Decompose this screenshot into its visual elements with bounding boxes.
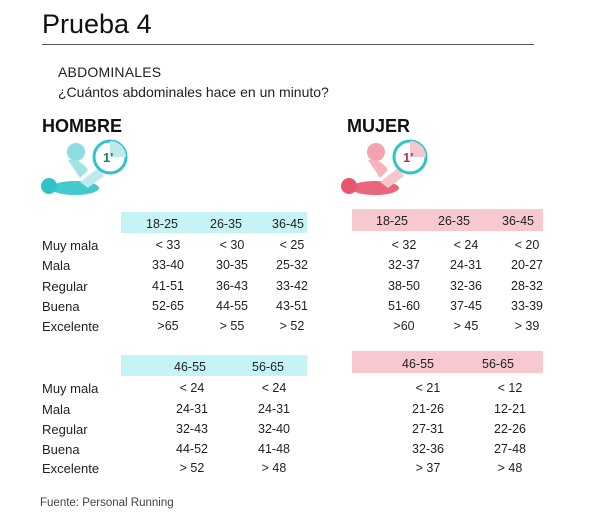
table-cell: > 39 <box>514 319 540 333</box>
table-cell: 33-42 <box>276 279 308 293</box>
table-cell: 24-31 <box>450 258 482 272</box>
row-label: Mala <box>42 258 71 273</box>
table-cell: 12-21 <box>494 402 526 416</box>
age-header: 36-45 <box>272 217 304 231</box>
table-cell: < 24 <box>179 381 205 395</box>
age-header: 36-45 <box>502 214 534 228</box>
table-cell: 51-60 <box>388 299 420 313</box>
hombre-timer-label: 1' <box>103 150 114 165</box>
age-header: 56-65 <box>252 360 284 374</box>
row-label: Muy mala <box>42 238 99 253</box>
table-cell: < 32 <box>391 238 417 252</box>
mujer-timer-label: 1' <box>403 150 414 165</box>
table-cell: 27-31 <box>412 422 444 436</box>
table-cell: 20-27 <box>511 258 543 272</box>
row-label: Excelente <box>42 461 100 476</box>
age-header: 26-35 <box>438 214 470 228</box>
table-cell: >60 <box>393 319 415 333</box>
man-situp-icon <box>41 139 128 195</box>
table-cell: 27-48 <box>494 442 526 456</box>
age-header: 46-55 <box>402 357 434 371</box>
table-cell: 52-65 <box>152 299 184 313</box>
woman-situp-icon <box>341 139 428 195</box>
table-cell: 41-51 <box>152 279 184 293</box>
table-cell: 24-31 <box>258 402 290 416</box>
table-cell: 37-45 <box>450 299 482 313</box>
hombre-age-header-bar-2 <box>121 355 307 376</box>
mujer-age-header-bar-2 <box>352 351 543 373</box>
test-question: ¿Cuántos abdominales hace en un minuto? <box>58 84 329 100</box>
table-cell: > 37 <box>415 461 441 475</box>
table-cell: < 25 <box>279 238 305 252</box>
table-cell: 44-52 <box>176 442 208 456</box>
table-cell: < 21 <box>415 381 441 395</box>
mujer-heading: MUJER <box>347 116 411 136</box>
table-cell: > 55 <box>219 319 245 333</box>
table-cell: < 12 <box>497 381 523 395</box>
title-divider <box>42 44 534 45</box>
row-label: Regular <box>42 422 88 437</box>
table-cell: >65 <box>157 319 179 333</box>
table-cell: < 24 <box>453 238 479 252</box>
table-cell: 21-26 <box>412 402 444 416</box>
row-label: Buena <box>42 442 80 457</box>
mujer-age-header-bar-1 <box>352 209 543 231</box>
table-cell: 25-32 <box>276 258 308 272</box>
row-label: Regular <box>42 279 88 294</box>
table-cell: 32-37 <box>388 258 420 272</box>
table-cell: 41-48 <box>258 442 290 456</box>
table-cell: 43-51 <box>276 299 308 313</box>
table-cell: 32-43 <box>176 422 208 436</box>
table-cell: 24-31 <box>176 402 208 416</box>
table-cell: 38-50 <box>388 279 420 293</box>
row-label: Mala <box>42 402 71 417</box>
age-header: 18-25 <box>146 217 178 231</box>
table-cell: 36-43 <box>216 279 248 293</box>
table-cell: 33-40 <box>152 258 184 272</box>
test-name: ABDOMINALES <box>58 64 162 80</box>
age-header: 46-55 <box>174 360 206 374</box>
row-label: Excelente <box>42 319 100 334</box>
table-cell: 44-55 <box>216 299 248 313</box>
table-cell: > 52 <box>279 319 305 333</box>
table-cell: 32-36 <box>450 279 482 293</box>
table-cell: > 45 <box>453 319 479 333</box>
table-cell: < 20 <box>514 238 540 252</box>
row-label: Muy mala <box>42 381 99 396</box>
hombre-age-header-bar-1 <box>121 212 307 233</box>
table-cell: > 48 <box>261 461 287 475</box>
table-cell: 28-32 <box>511 279 543 293</box>
source-note: Fuente: Personal Running <box>40 497 174 509</box>
table-cell: > 48 <box>497 461 523 475</box>
table-cell: 32-36 <box>412 442 444 456</box>
table-cell: < 24 <box>261 381 287 395</box>
table-cell: 33-39 <box>511 299 543 313</box>
table-cell: > 52 <box>179 461 205 475</box>
hombre-heading: HOMBRE <box>42 116 122 136</box>
table-cell: 22-26 <box>494 422 526 436</box>
table-cell: 32-40 <box>258 422 290 436</box>
table-cell: < 30 <box>219 238 245 252</box>
table-cell: 30-35 <box>216 258 248 272</box>
age-header: 26-35 <box>210 217 242 231</box>
row-label: Buena <box>42 299 80 314</box>
age-header: 18-25 <box>376 214 408 228</box>
page-title: Prueba 4 <box>42 9 152 39</box>
table-cell: < 33 <box>155 238 181 252</box>
age-header: 56-65 <box>482 357 514 371</box>
